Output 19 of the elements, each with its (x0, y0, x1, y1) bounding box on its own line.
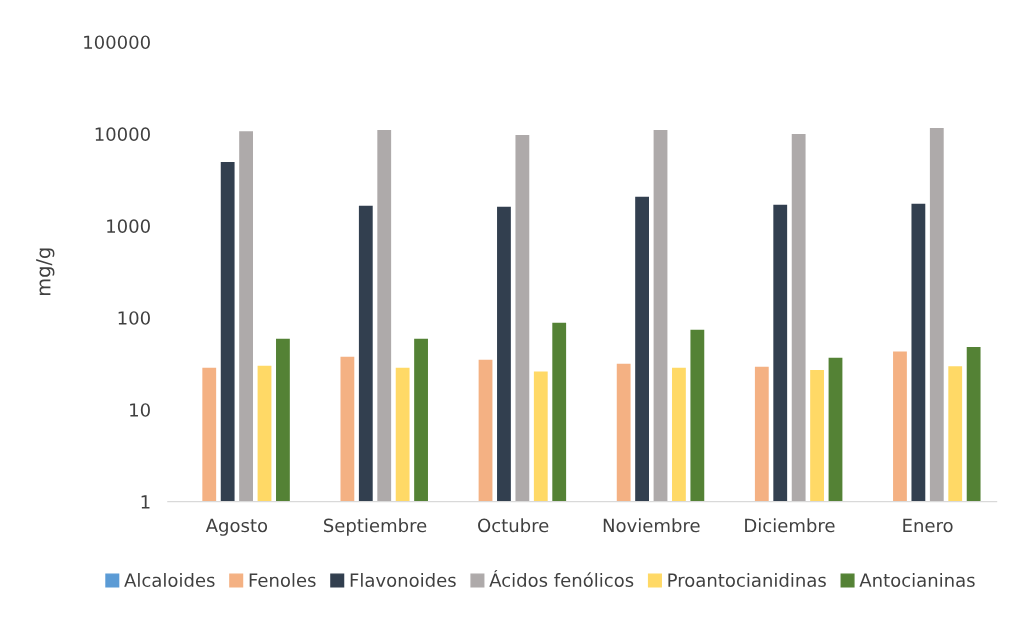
legend-label: Antocianinas (859, 573, 975, 588)
legend-label: Flavonoides (350, 573, 456, 588)
legend-label: Alcaloides (124, 573, 215, 588)
legend-label: Ácidos fenólicos (489, 570, 634, 588)
x-tick-label: Diciembre (745, 518, 835, 533)
y-tick-label: 1000 (107, 219, 150, 233)
legend-label: Fenoles (249, 573, 316, 588)
legend-label: Proantocianidinas (668, 573, 826, 588)
x-tick-label: Octubre (478, 518, 549, 533)
y-tick-label: 10 (130, 403, 150, 417)
x-tick-label: Agosto (205, 518, 268, 536)
y-tick-label: 10000 (95, 127, 150, 142)
x-tick-label: Noviembre (603, 518, 700, 533)
y-tick-label: 100 (118, 311, 150, 325)
x-tick-label: Enero (903, 518, 953, 533)
y-tick-label: 100000 (84, 35, 150, 50)
x-tick-label: Septiembre (324, 518, 427, 536)
y-tick-label: 1 (141, 495, 150, 509)
y-axis-title: mg/g (36, 248, 55, 296)
